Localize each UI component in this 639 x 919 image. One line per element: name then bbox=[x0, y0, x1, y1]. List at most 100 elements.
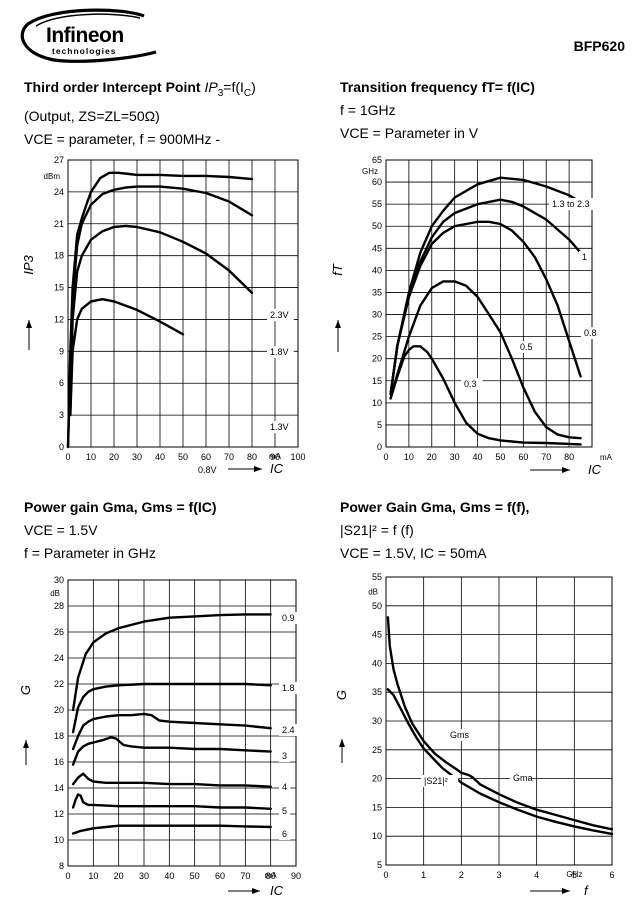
plot-frame bbox=[67, 159, 299, 448]
chart-ip3-vs-ic: 0 10 20 30 40 50 60 70 80 90 100 0 3 6 9 12 15 18 21 24 27 dB… bbox=[21, 155, 306, 476]
series-line bbox=[71, 793, 272, 810]
x-tick-label: 70 bbox=[541, 452, 551, 462]
x-unit-label: mA bbox=[600, 453, 613, 462]
x-tick-label: 60 bbox=[518, 452, 528, 462]
infineon-logo: Infineon technologies bbox=[20, 8, 157, 63]
x-tick-label: 10 bbox=[404, 452, 414, 462]
x-tick-label: 20 bbox=[114, 871, 124, 881]
series-label: 1.8 bbox=[282, 683, 295, 693]
series-line bbox=[69, 224, 254, 417]
y-axis-arrowhead bbox=[335, 320, 341, 328]
y-tick-label: 45 bbox=[372, 630, 382, 640]
series-label: 0.9 bbox=[282, 613, 295, 623]
chart1-subtitle: (Output, ZS=ZL=50Ω) bbox=[24, 107, 160, 124]
chart1-title: Third order Intercept Point IP3=f(IC) bbox=[24, 79, 256, 99]
series-label: 4 bbox=[282, 782, 287, 792]
x-tick-label: 2 bbox=[459, 870, 464, 880]
series-line bbox=[389, 198, 582, 396]
x-axis-label: IC bbox=[588, 462, 602, 477]
series-line bbox=[71, 824, 272, 835]
series-label-bg bbox=[267, 309, 294, 321]
y-tick-label: 0 bbox=[377, 442, 382, 452]
y-tick-label: 22 bbox=[54, 679, 64, 689]
series-line bbox=[389, 176, 582, 396]
series-label: 1 bbox=[582, 252, 587, 262]
chart4-params: VCE = 1.5V, IC = 50mA bbox=[340, 545, 487, 561]
x-tick-label: 70 bbox=[240, 871, 250, 881]
series-line bbox=[71, 772, 272, 788]
plot-frame bbox=[385, 159, 593, 448]
chart1-params: VCE = parameter, f = 900MHz - bbox=[24, 130, 221, 147]
x-tick-label: 0 bbox=[65, 871, 70, 881]
y-tick-label: 24 bbox=[54, 653, 64, 663]
series-label: 1.8V bbox=[270, 347, 289, 357]
series-label-bg bbox=[195, 464, 222, 476]
x-tick-label: 40 bbox=[155, 452, 165, 462]
y-tick-label: 10 bbox=[372, 398, 382, 408]
series-label-bg bbox=[279, 612, 301, 624]
y-axis-label: IP3 bbox=[21, 254, 36, 274]
y-tick-label: 20 bbox=[54, 705, 64, 715]
y-tick-label: 9 bbox=[59, 346, 64, 356]
x-tick-label: 0 bbox=[383, 870, 388, 880]
x-tick-label: 4 bbox=[534, 870, 539, 880]
y-tick-label: 8 bbox=[59, 861, 64, 871]
y-axis-label: G bbox=[334, 690, 349, 700]
x-tick-label: 60 bbox=[215, 871, 225, 881]
chart3-subtitle: VCE = 1.5V bbox=[24, 522, 98, 538]
y-tick-label: 35 bbox=[372, 687, 382, 697]
series-label: 0.8 bbox=[584, 328, 597, 338]
x-tick-label: 50 bbox=[190, 871, 200, 881]
y-tick-label: 16 bbox=[54, 757, 64, 767]
y-tick-label: 15 bbox=[54, 283, 64, 293]
y-tick-label: 20 bbox=[372, 774, 382, 784]
x-tick-label: 20 bbox=[109, 452, 119, 462]
chart-gain-vs-f: 0 1 2 3 4 5 6510152025303540455055dBGHzGfGmsGm… bbox=[334, 572, 615, 898]
y-tick-label: 55 bbox=[372, 199, 382, 209]
x-tick-label: 1 bbox=[421, 870, 426, 880]
y-tick-label: 10 bbox=[372, 831, 382, 841]
x-axis-arrowhead bbox=[562, 888, 570, 894]
y-tick-label: 10 bbox=[54, 835, 64, 845]
y-tick-label: 18 bbox=[54, 251, 64, 261]
series-label: 6 bbox=[282, 829, 287, 839]
chart3-title: Power gain Gma, Gms = f(IC) bbox=[24, 499, 217, 515]
y-tick-label: 18 bbox=[54, 731, 64, 741]
x-tick-label: 90 bbox=[270, 452, 280, 462]
series-line bbox=[389, 220, 582, 396]
series-line bbox=[71, 736, 272, 766]
x-tick-label: 0 bbox=[383, 452, 388, 462]
series-line bbox=[386, 616, 474, 779]
series-label-bg bbox=[447, 729, 469, 741]
x-tick-label: 50 bbox=[178, 452, 188, 462]
series-label: 0.3 bbox=[464, 379, 477, 389]
x-tick-label: 70 bbox=[224, 452, 234, 462]
y-axis-label: G bbox=[18, 685, 33, 695]
series-label: 1.3V bbox=[270, 422, 289, 432]
chart3-header: Power gain Gma, Gms = f(IC) VCE = 1.5V f… bbox=[24, 496, 217, 565]
x-tick-label: 3 bbox=[496, 870, 501, 880]
y-axis-arrowhead bbox=[23, 740, 29, 748]
series-line bbox=[71, 712, 272, 751]
chart-gain-vs-ic: 0 10 20 30 40 50 60 70 80 90 8 10 12 14 16 18 20 22 24 26 28… bbox=[18, 575, 301, 898]
x-axis-arrowhead bbox=[254, 466, 262, 472]
series-label: Gms bbox=[450, 730, 469, 740]
series-label: 0.8V bbox=[198, 465, 217, 475]
series-label-bg bbox=[279, 724, 301, 736]
series-label: |S21|² bbox=[424, 776, 448, 786]
chart-ft-vs-ic: 0 10 20 30 40 50 60 70 80 0 5 10 15 20 25 30 35 40 45 50 55 6… bbox=[330, 155, 613, 477]
x-tick-label: 40 bbox=[473, 452, 483, 462]
series-line bbox=[66, 185, 254, 449]
y-unit-label: dB bbox=[50, 589, 60, 598]
chart2-title: Transition frequency fT= f(IC) bbox=[340, 79, 535, 95]
y-tick-label: 25 bbox=[372, 745, 382, 755]
series-label: 2.3V bbox=[270, 310, 289, 320]
y-tick-label: 3 bbox=[59, 410, 64, 420]
x-tick-label: 30 bbox=[450, 452, 460, 462]
chart4-title: Power Gain Gma, Gms = f(f), bbox=[340, 499, 530, 515]
x-axis-label: f bbox=[584, 883, 589, 898]
x-unit-label: mA bbox=[265, 871, 278, 880]
x-tick-label: 90 bbox=[291, 871, 301, 881]
x-tick-label: 10 bbox=[86, 452, 96, 462]
x-tick-label: 10 bbox=[88, 871, 98, 881]
